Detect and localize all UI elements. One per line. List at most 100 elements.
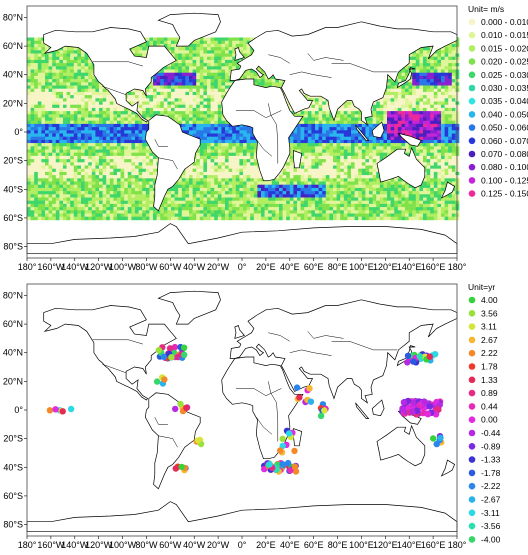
period-point	[294, 384, 300, 390]
legend-label: 0.00	[481, 415, 498, 425]
legend-swatch	[469, 32, 476, 39]
y-tick-label: 0°	[14, 405, 23, 415]
period-point	[183, 405, 189, 411]
legend-label: -0.89	[481, 441, 501, 451]
legend-label: 0.020 - 0.025	[481, 57, 528, 67]
y-tick-label: 20°N	[3, 376, 23, 386]
legend-label: 1.78	[481, 362, 498, 372]
legend-swatch	[469, 151, 476, 158]
period-point	[437, 435, 443, 441]
period-point	[285, 460, 291, 466]
legend-label: 0.035 - 0.040	[481, 96, 528, 106]
period-point	[417, 353, 423, 359]
legend-swatch	[469, 19, 476, 26]
x-tick-label: 120°E	[373, 262, 398, 272]
x-tick-label: 20°E	[256, 540, 276, 550]
legend-swatch	[469, 496, 476, 503]
legend-label: 0.44	[481, 401, 498, 411]
legend-swatch	[469, 350, 476, 357]
period-point	[156, 347, 162, 353]
legend-label: 0.000 - 0.010	[481, 17, 528, 27]
legend-label: -1.33	[481, 455, 501, 465]
x-tick-label: 140°E	[397, 262, 422, 272]
period-point	[161, 376, 167, 382]
period-point	[434, 406, 440, 412]
legend-label: 2.22	[481, 348, 498, 358]
legend-label: 0.025 - 0.030	[481, 70, 528, 80]
legend-label: 0.080 - 0.100	[481, 162, 528, 172]
period-point	[60, 408, 66, 414]
legend-swatch	[469, 297, 476, 304]
period-point	[279, 461, 285, 467]
x-tick-label: 80°E	[328, 262, 348, 272]
legend-label: 0.070 - 0.080	[481, 149, 528, 159]
legend-title: Unit=yr	[468, 282, 495, 292]
x-tick-label: 80°W	[135, 262, 158, 272]
legend-swatch	[469, 190, 476, 197]
x-tick-label: 0°	[238, 262, 247, 272]
legend-label: 0.015 - 0.020	[481, 43, 528, 53]
y-tick-label: 80°S	[3, 520, 23, 530]
legend-label: 4.00	[481, 295, 498, 305]
legend-swatch	[469, 390, 476, 397]
amplitude-map: 80°N60°N40°N20°N0°20°S40°S60°S80°S180°16…	[0, 0, 528, 272]
x-tick-label: 60°W	[159, 262, 182, 272]
legend-swatch	[469, 536, 476, 543]
period-point	[195, 437, 201, 443]
legend-swatch	[469, 377, 476, 384]
landmass-outline-12	[442, 460, 455, 476]
x-tick-label: 160°E	[421, 262, 446, 272]
period-point	[401, 399, 407, 405]
legend-label: -2.67	[481, 495, 501, 505]
legend-swatch	[469, 337, 476, 344]
legend-swatch	[469, 443, 476, 450]
period-point	[279, 436, 285, 442]
legend-swatch	[469, 523, 476, 530]
legend-label: 0.010 - 0.015	[481, 30, 528, 40]
land	[27, 291, 457, 532]
legend-swatch	[469, 363, 476, 370]
x-tick-label: 0°	[238, 540, 247, 550]
x-tick-label: 180°	[18, 540, 37, 550]
period-point	[277, 447, 283, 453]
period-point	[434, 441, 440, 447]
y-tick-label: 20°S	[3, 156, 23, 166]
legend-swatch	[469, 138, 476, 145]
period-point	[266, 461, 272, 467]
y-tick-label: 40°N	[3, 70, 23, 80]
legend-swatch	[469, 456, 476, 463]
legend-label: -2.22	[481, 481, 501, 491]
period-point	[177, 401, 183, 407]
period-point	[321, 407, 327, 413]
legend-label: 3.11	[481, 322, 497, 332]
x-tick-label: 60°E	[304, 540, 324, 550]
period-point	[68, 406, 74, 412]
period-point	[168, 354, 174, 360]
period-point	[425, 411, 431, 417]
period-point	[52, 406, 58, 412]
x-tick-label: 40°E	[280, 540, 300, 550]
legend-label: 0.040 - 0.050	[481, 109, 528, 119]
period-point	[308, 399, 314, 405]
period-point	[286, 430, 292, 436]
x-tick-label: 140°E	[397, 540, 422, 550]
period-point	[291, 448, 297, 454]
legend-swatch	[469, 416, 476, 423]
legend-label: 2.67	[481, 335, 498, 345]
period-point	[296, 394, 302, 400]
y-tick-label: 20°N	[3, 98, 23, 108]
y-tick-label: 60°N	[3, 41, 23, 51]
legend-label: 0.89	[481, 388, 498, 398]
x-tick-label: 100°W	[109, 540, 137, 550]
legend-swatch	[469, 124, 476, 131]
legend-label: 0.030 - 0.035	[481, 83, 528, 93]
period-map: 80°N60°N40°N20°N0°20°S40°S60°S80°S180°16…	[0, 278, 528, 550]
legend-swatch	[469, 164, 476, 171]
x-tick-label: 20°E	[256, 262, 276, 272]
legend-swatch	[469, 470, 476, 477]
legend-swatch	[469, 323, 476, 330]
x-tick-label: 180°	[18, 262, 37, 272]
legend-title: Unit= m/s	[468, 4, 504, 14]
y-tick-label: 80°S	[3, 242, 23, 252]
